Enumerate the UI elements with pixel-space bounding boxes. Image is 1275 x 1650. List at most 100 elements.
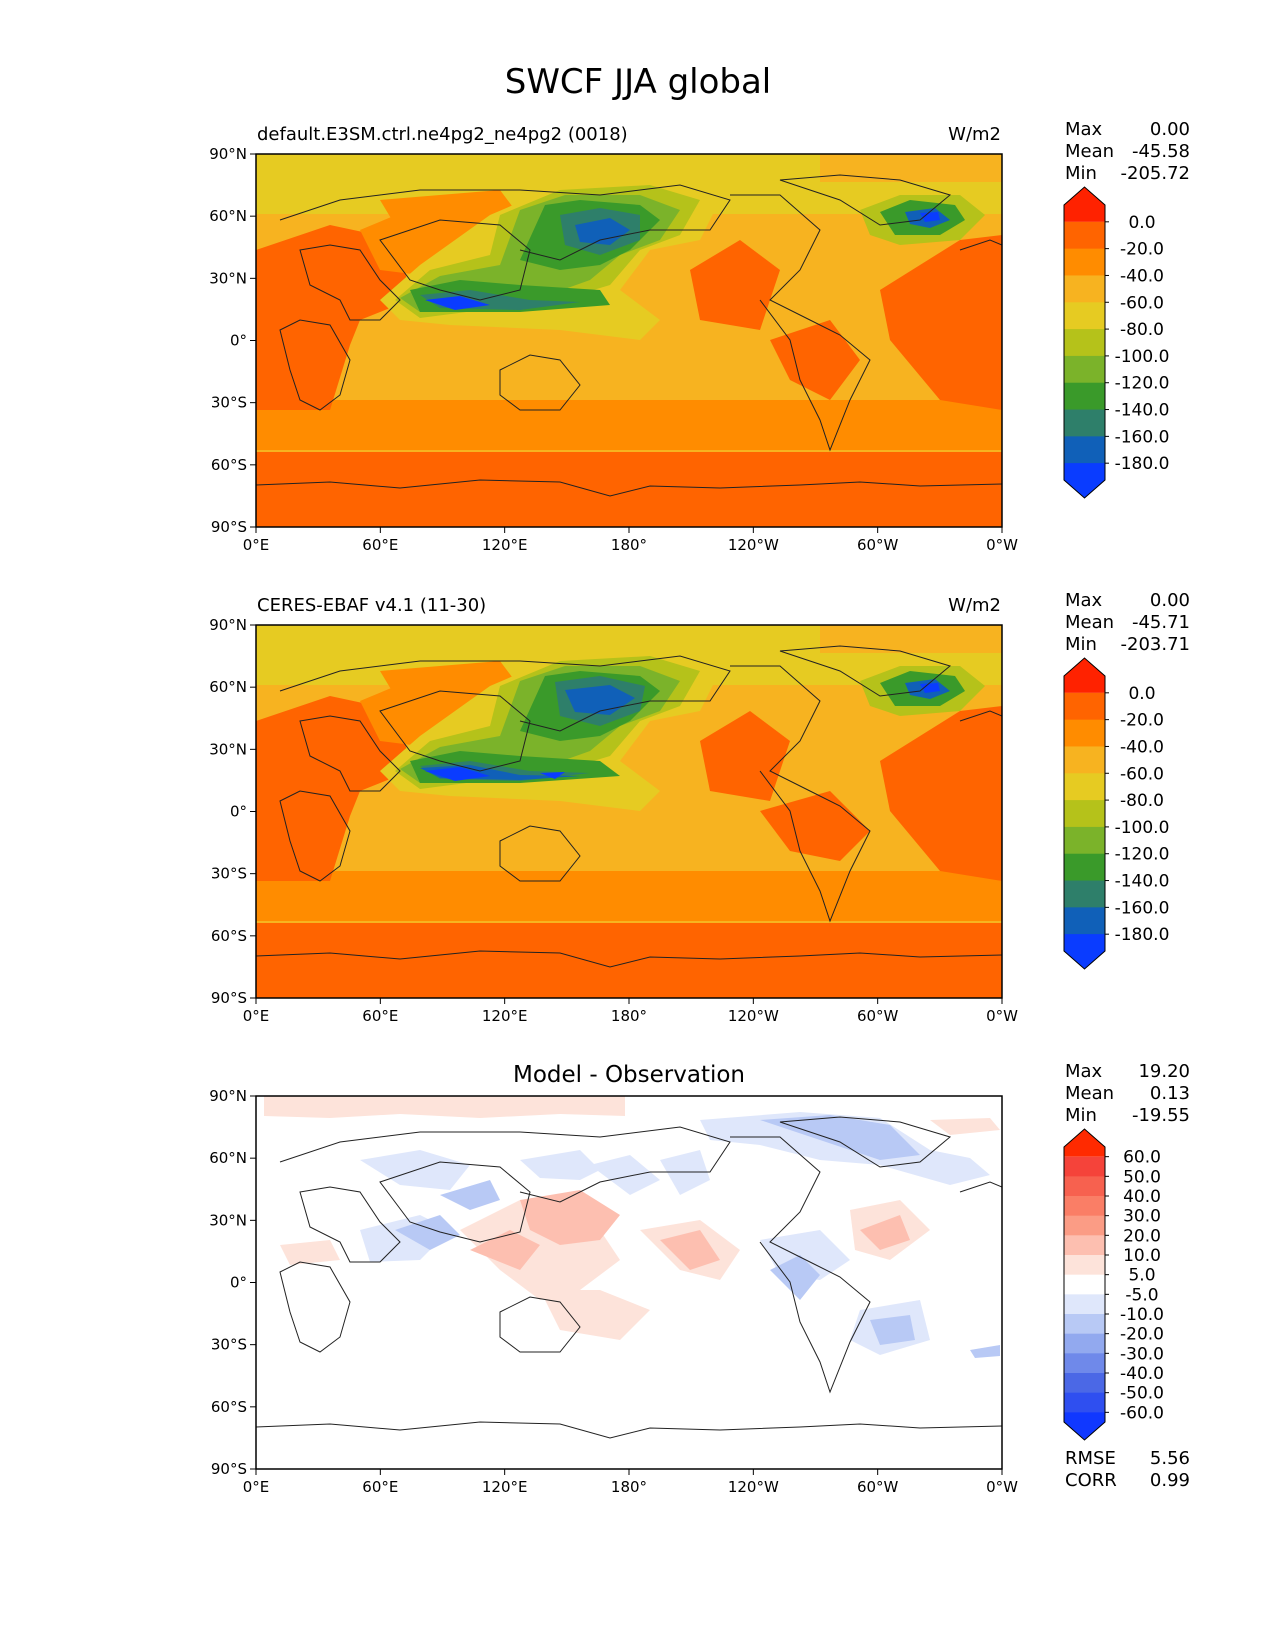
stat-label: Mean xyxy=(1065,141,1114,162)
colorbar-swatch xyxy=(1064,719,1105,747)
stat-label: Min xyxy=(1065,634,1097,655)
x-tick-label: 120°W xyxy=(728,1007,779,1025)
stat-value: 0.00 xyxy=(1150,119,1190,140)
y-tick-label: 60°S xyxy=(211,927,247,945)
colorbar: 0.0 -20.0 -40.0 -60.0 -80.0 -100.0 -120.0 -140.… xyxy=(1063,657,1170,970)
colorbar-outline xyxy=(1063,657,1106,970)
colorbar-swatch xyxy=(1064,248,1105,276)
y-tick-label: 30°S xyxy=(211,1336,247,1354)
colorbar-swatch xyxy=(1064,773,1105,801)
x-tick-label: 120°E xyxy=(482,1007,528,1025)
colorbar-swatch xyxy=(1064,436,1105,464)
y-tick-label: 30°S xyxy=(211,394,247,412)
colorbar-outline xyxy=(1063,1128,1106,1441)
stats-block: Max 0.00 Mean -45.71 Min -203.71 xyxy=(1065,590,1190,655)
colorbar-swatch xyxy=(1064,880,1105,908)
colorbar-tick-label: -100.0 xyxy=(1115,818,1170,838)
colorbar-tick-label: -180.0 xyxy=(1115,454,1170,474)
colorbar-swatch xyxy=(1064,355,1105,384)
colorbar-tick-label: -60.0 xyxy=(1120,1403,1164,1423)
colorbar-extend-max xyxy=(1064,187,1105,222)
map-field xyxy=(256,625,1002,998)
x-tick-label: 120°E xyxy=(482,536,528,554)
x-tick-label: 0°W xyxy=(986,536,1018,554)
colorbar-extend-min xyxy=(1064,463,1105,498)
colorbar-tick-label: -40.0 xyxy=(1120,266,1164,286)
colorbar-swatch xyxy=(1064,800,1105,828)
stat-label: Max xyxy=(1065,1061,1103,1082)
colorbar-tick-label: -120.0 xyxy=(1115,374,1170,394)
colorbar: 60.050.040.030.020.010.05.0-5.0-10.0-20.… xyxy=(1063,1128,1164,1441)
y-tick-label: 30°S xyxy=(211,865,247,883)
stats-block: Max 0.00 Mean -45.58 Min -205.72 xyxy=(1065,119,1190,184)
x-tick-label: 0°E xyxy=(243,536,270,554)
x-tick-label: 180° xyxy=(611,1478,647,1496)
x-tick-label: 60°W xyxy=(857,1007,899,1025)
colorbar-swatch xyxy=(1064,1215,1105,1236)
y-tick-label: 90°S xyxy=(211,518,247,536)
colorbar-extend-max xyxy=(1064,1129,1105,1157)
colorbar-tick-label: 50.0 xyxy=(1123,1167,1161,1187)
colorbar-swatch xyxy=(1064,1392,1105,1413)
colorbar-tick-label: -20.0 xyxy=(1120,1325,1164,1345)
colorbar-swatch xyxy=(1064,221,1105,250)
colorbar-swatch xyxy=(1064,302,1105,330)
map-field xyxy=(256,1096,1002,1469)
x-tick-label: 180° xyxy=(611,536,647,554)
score-label: RMSE xyxy=(1065,1448,1116,1469)
y-tick-label: 60°S xyxy=(211,1398,247,1416)
score-block: RMSE 5.56 CORR 0.99 xyxy=(1065,1448,1190,1491)
y-tick-label: 30°N xyxy=(209,269,247,287)
map-field xyxy=(256,154,1002,527)
x-tick-label: 120°E xyxy=(482,1478,528,1496)
colorbar-swatch xyxy=(1064,1235,1105,1256)
colorbar-swatch xyxy=(1064,853,1105,882)
colorbar-tick-label: -60.0 xyxy=(1120,293,1164,313)
y-tick-label: 90°S xyxy=(211,1460,247,1478)
colorbar-tick-label: 40.0 xyxy=(1123,1187,1161,1207)
x-tick-label: 180° xyxy=(611,1007,647,1025)
colorbar-tick-label: -60.0 xyxy=(1120,764,1164,784)
colorbar-tick-label: -100.0 xyxy=(1115,347,1170,367)
stat-label: Min xyxy=(1065,1105,1097,1126)
stat-value: 0.13 xyxy=(1150,1083,1190,1104)
colorbar-swatch xyxy=(1064,1353,1105,1374)
colorbar-extend-min xyxy=(1064,934,1105,969)
x-tick-label: 60°E xyxy=(362,536,398,554)
colorbar-swatch xyxy=(1064,692,1105,721)
stat-label: Min xyxy=(1065,163,1097,184)
score-label: CORR xyxy=(1065,1470,1117,1491)
x-tick-label: 0°E xyxy=(243,1007,270,1025)
colorbar-tick-label: -140.0 xyxy=(1115,401,1170,421)
colorbar-tick-label: -30.0 xyxy=(1120,1344,1164,1364)
colorbar-tick-label: 20.0 xyxy=(1123,1226,1161,1246)
colorbar-swatch xyxy=(1064,907,1105,935)
stat-value: -205.72 xyxy=(1121,163,1190,184)
stat-value: -203.71 xyxy=(1121,634,1190,655)
coastlines xyxy=(256,174,1002,497)
x-tick-label: 120°W xyxy=(728,1478,779,1496)
colorbar-swatch xyxy=(1064,746,1105,774)
panel-difference: Model - Observation xyxy=(209,1061,1190,1496)
colorbar-swatch xyxy=(1064,275,1105,303)
score-value: 5.56 xyxy=(1150,1448,1190,1469)
y-tick-label: 0° xyxy=(230,332,247,350)
y-tick-label: 90°N xyxy=(209,1087,247,1105)
colorbar-tick-label: -120.0 xyxy=(1115,845,1170,865)
colorbar-swatch xyxy=(1064,1274,1105,1295)
panel-title-right: W/m2 xyxy=(948,595,1001,616)
colorbar-tick-label: -10.0 xyxy=(1120,1305,1164,1325)
panel-title-left: CERES-EBAF v4.1 (11-30) xyxy=(257,595,486,616)
colorbar-extend-min xyxy=(1064,1412,1105,1440)
colorbar-tick-label: -180.0 xyxy=(1115,925,1170,945)
colorbar-tick-label: -20.0 xyxy=(1120,240,1164,260)
x-tick-label: 60°W xyxy=(857,536,899,554)
y-tick-label: 90°N xyxy=(209,145,247,163)
coastlines xyxy=(256,1116,1002,1439)
x-tick-label: 0°E xyxy=(243,1478,270,1496)
stat-value: -45.71 xyxy=(1132,612,1190,633)
colorbar-swatch xyxy=(1064,1314,1105,1335)
colorbar-tick-label: 60.0 xyxy=(1123,1148,1161,1168)
stat-label: Max xyxy=(1065,119,1103,140)
